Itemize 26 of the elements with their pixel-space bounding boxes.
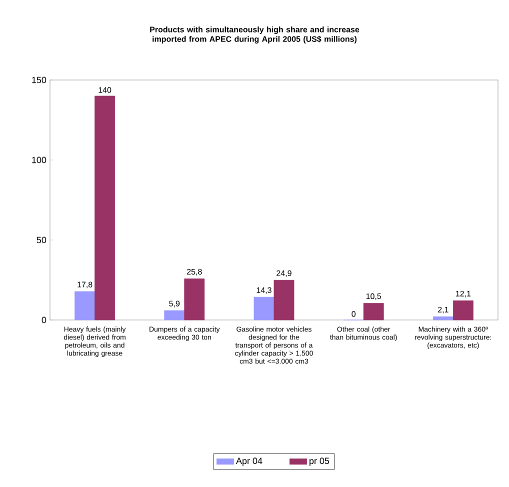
- bar: [184, 278, 205, 320]
- bar: [453, 300, 474, 320]
- y-tick-label: 0: [42, 316, 46, 324]
- bar: [164, 310, 185, 320]
- bar: [94, 96, 116, 320]
- data-label: 2,1: [438, 306, 448, 314]
- chart-title: Products with simultaneously high share and increase imported from APEC during April 2005 (US$ millions): [150, 26, 360, 44]
- data-label: 17,8: [78, 282, 92, 288]
- legend-label: pr 05: [310, 458, 330, 466]
- bar: [274, 280, 294, 320]
- legend-label: Apr 04: [236, 458, 262, 466]
- bar: [74, 291, 96, 320]
- data-label: 14,3: [256, 287, 272, 294]
- bar: [254, 296, 274, 320]
- y-tick-label: 100: [32, 156, 46, 164]
- data-label: 24,9: [276, 270, 292, 277]
- y-tick-label: 150: [32, 76, 46, 84]
- data-label: 0: [352, 311, 356, 317]
- data-label: 140: [98, 87, 112, 93]
- data-label: 12,1: [456, 290, 471, 298]
- y-tick-label: 50: [36, 236, 46, 244]
- bar: [433, 316, 454, 320]
- data-label: 25,8: [187, 268, 202, 276]
- data-label: 10,5: [366, 293, 382, 300]
- data-label: 5,9: [169, 300, 180, 308]
- bar: [363, 302, 384, 320]
